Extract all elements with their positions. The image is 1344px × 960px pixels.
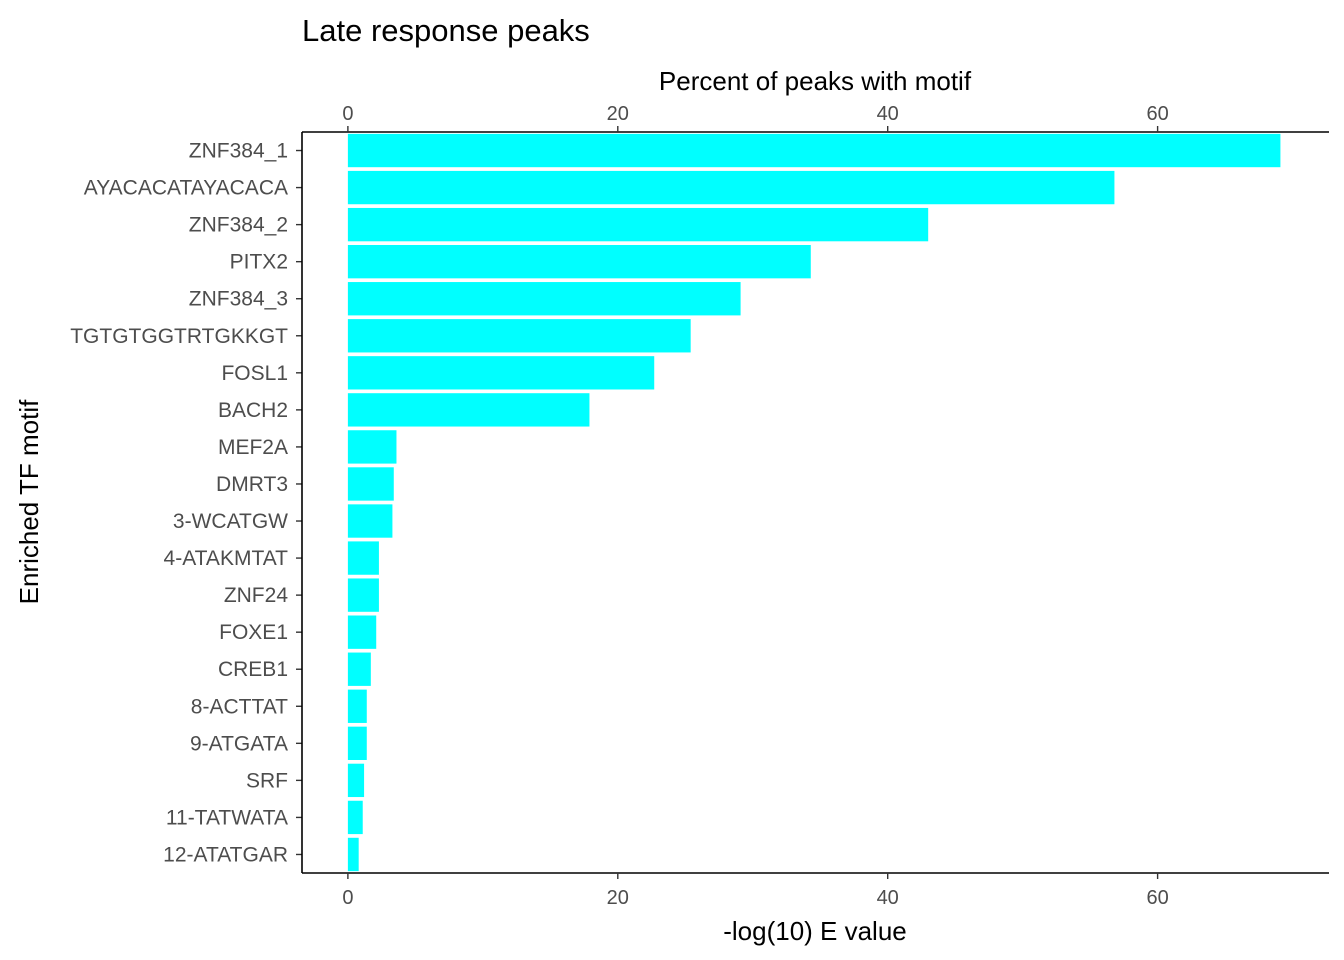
x-tick-label-bottom: 0 (342, 887, 353, 909)
x-tick-label-bottom: 20 (607, 887, 629, 909)
bar-foxe1 (347, 615, 377, 649)
y-tick-label: PITX2 (230, 251, 288, 274)
y-tick-label: AYACACATAYACACA (84, 177, 288, 200)
bar-9-atgata (347, 726, 367, 760)
y-tick-label: CREB1 (218, 658, 288, 681)
y-tick-label: TGTGTGGTRTGKKGT (70, 325, 288, 348)
bar-4-atakmtat (347, 541, 379, 575)
y-tick-label: DMRT3 (216, 473, 288, 496)
axes-group: ZNF384_1 AYACACATAYACACA ZNF384_2 PITX2 ZNF3… (70, 103, 1329, 909)
bar-8-acttat (347, 689, 367, 723)
y-tick-label: MEF2A (218, 436, 288, 459)
y-tick-label: FOXE1 (219, 621, 288, 644)
bar-tgtgtggtrtgkkgt (347, 319, 691, 353)
x-tick-label-top: 60 (1146, 103, 1168, 125)
bar-pitx2 (347, 245, 811, 279)
bar-12-atatgar (347, 837, 359, 872)
y-tick-label: FOSL1 (221, 362, 288, 385)
y-tick-label: 11-TATWATA (166, 806, 288, 829)
chart-title: Late response peaks (302, 13, 590, 48)
bar-znf384_3 (347, 282, 741, 316)
bar-bach2 (347, 393, 590, 427)
bar-znf384_2 (347, 207, 929, 242)
y-tick-label: 12-ATATGAR (163, 843, 288, 866)
bar-fosl1 (347, 356, 655, 390)
y-axis-title: Enriched TF motif (14, 399, 44, 604)
y-tick-label: BACH2 (218, 399, 288, 422)
bar-znf384_1 (347, 133, 1281, 168)
bar-11-tatwata (347, 800, 363, 835)
y-tick-label: ZNF384_1 (189, 140, 288, 163)
y-tick-label: ZNF384_2 (189, 214, 288, 237)
bar-creb1 (347, 652, 371, 686)
y-tick-label: 8-ACTTAT (191, 695, 288, 718)
x-tick-label-top: 20 (607, 103, 629, 125)
top-axis-title: Percent of peaks with motif (659, 66, 972, 96)
bar-dmrt3 (347, 467, 394, 501)
bar-group (347, 133, 1281, 872)
x-tick-label-bottom: 60 (1146, 887, 1168, 909)
bar-znf24 (347, 578, 379, 612)
bar-srf (347, 763, 365, 798)
bar-mef2a (347, 430, 397, 464)
x-tick-label-top: 0 (342, 103, 353, 125)
x-tick-label-top: 40 (877, 103, 899, 125)
y-tick-label: 4-ATAKMTAT (164, 547, 289, 570)
y-tick-label: ZNF384_3 (189, 288, 288, 311)
bar-3-wcatgw (347, 504, 393, 538)
x-axis-title: -log(10) E value (723, 916, 907, 946)
y-tick-label: ZNF24 (224, 584, 289, 607)
y-tick-label: SRF (246, 769, 288, 792)
y-tick-label: 3-WCATGW (173, 510, 288, 533)
y-tick-label: 9-ATGATA (190, 732, 288, 755)
bar-ayacacatayacaca (347, 170, 1115, 205)
x-tick-label-bottom: 40 (877, 887, 899, 909)
